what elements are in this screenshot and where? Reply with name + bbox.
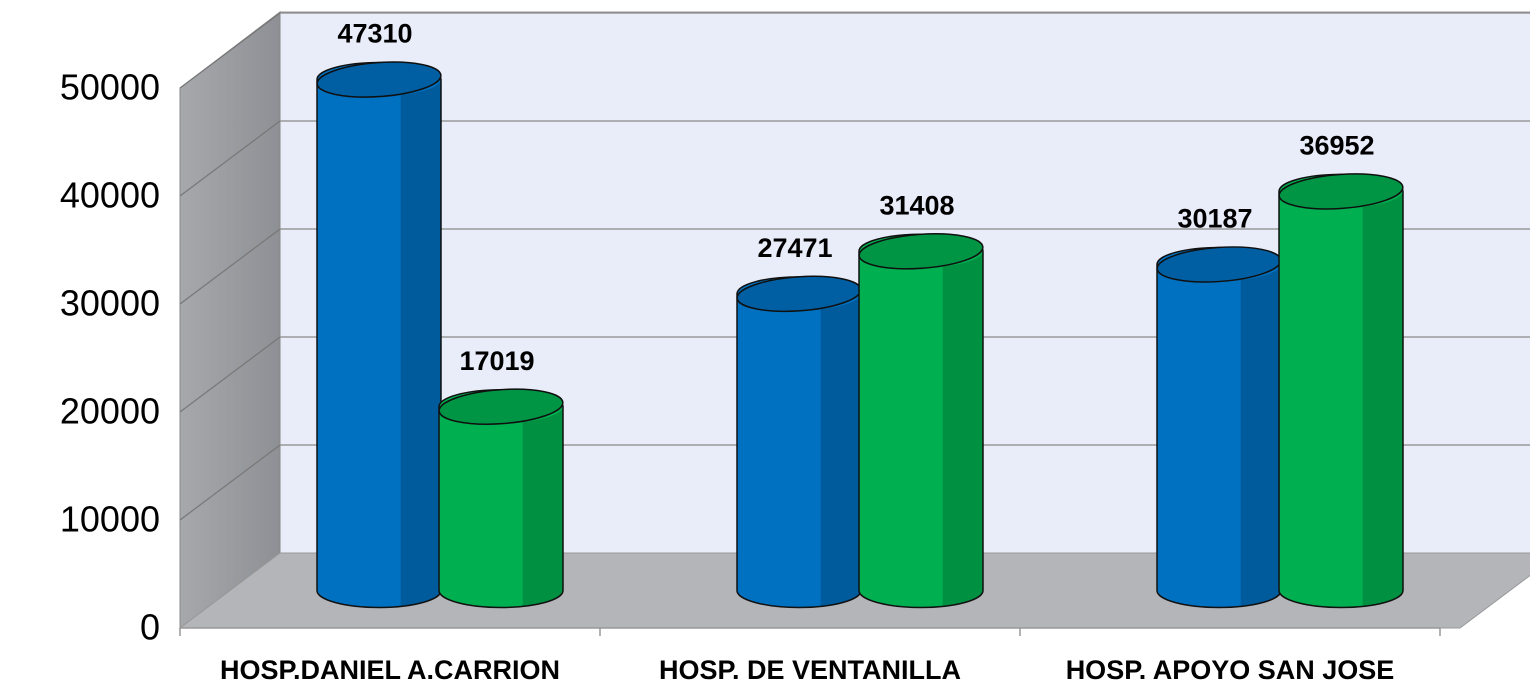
bar (438, 388, 564, 609)
y-tick-label: 40000 (60, 175, 160, 216)
grid-line (179, 12, 281, 89)
bar-top-shade (859, 233, 983, 269)
data-label: 36952 (1299, 131, 1374, 161)
data-label: 31408 (879, 190, 954, 220)
bar-top (1278, 173, 1404, 210)
grid-line (179, 120, 281, 197)
data-label: 27471 (757, 233, 832, 263)
x-tick-label: HOSP. APOYO SAN JOSE (1066, 655, 1395, 685)
bar (316, 61, 442, 609)
x-tick-label: HOSP. DE VENTANILLA (659, 655, 961, 685)
x-tick-label: HOSP.DANIEL A.CARRION (220, 655, 560, 685)
data-label: 47310 (337, 19, 412, 49)
y-tick-label: 50000 (60, 67, 160, 108)
y-tick-label: 0 (140, 607, 160, 648)
bar (736, 276, 862, 609)
grid-line (179, 444, 281, 521)
data-label: 17019 (459, 346, 534, 376)
bar (1278, 173, 1404, 609)
grid-line (179, 336, 281, 413)
bar-top (316, 61, 442, 98)
bar-top (438, 388, 564, 425)
bar-top-shade (737, 276, 861, 312)
grid-line (179, 228, 281, 305)
bar-top (858, 233, 984, 270)
data-label: 30187 (1177, 204, 1252, 234)
y-tick-label: 20000 (60, 391, 160, 432)
bar-top-shade (439, 389, 563, 425)
bar (858, 233, 984, 609)
side-wall (179, 10, 281, 629)
bar (1156, 246, 1282, 609)
y-tick-label: 10000 (60, 499, 160, 540)
y-tick-label: 30000 (60, 283, 160, 324)
bar-top-shade (317, 62, 441, 98)
bar-top-shade (1279, 173, 1403, 209)
bar-top-shade (1157, 246, 1281, 282)
